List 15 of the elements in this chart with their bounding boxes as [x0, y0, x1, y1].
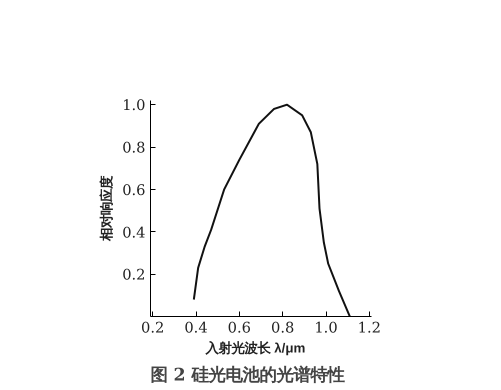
- y-tick-label: 0.8: [122, 140, 146, 157]
- y-tick-label: 0.6: [122, 182, 146, 199]
- x-tick-label: 0.6: [228, 320, 251, 336]
- text: 图 2 硅光电池的光谱特性: [150, 366, 345, 386]
- y-tick-label: 0.2: [122, 266, 146, 284]
- x-tick-label: 0.2: [141, 320, 164, 336]
- x-tick-label: 1.0: [314, 320, 338, 336]
- x-tick-label: 1.2: [358, 320, 381, 336]
- x-tick-label: 0.8: [271, 320, 294, 336]
- x-tick-label: 0.4: [184, 320, 208, 336]
- y-axis-title: 相对响应度: [99, 176, 114, 242]
- x-axis-title: 入射光波长 λ/μm: [204, 340, 306, 356]
- y-tick-label: 1.0: [122, 97, 146, 114]
- y-tick-label: 0.4: [122, 224, 146, 242]
- line-series: [192, 104, 351, 316]
